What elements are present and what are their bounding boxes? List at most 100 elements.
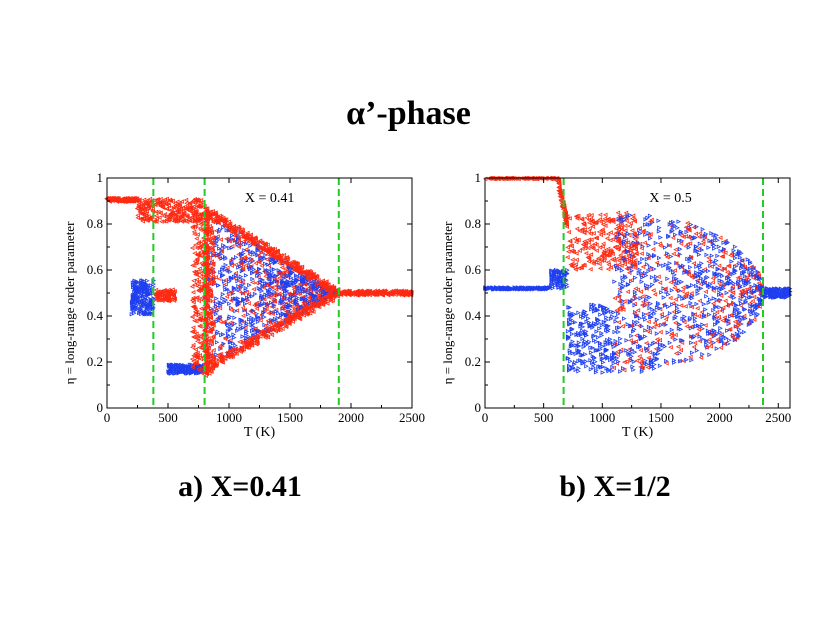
ordered-branch-point xyxy=(615,246,620,252)
scatter-point xyxy=(243,259,249,264)
transition-point xyxy=(194,295,199,301)
scatter-point xyxy=(737,294,743,299)
scatter-point xyxy=(642,303,648,308)
constant-branch-point xyxy=(591,322,597,328)
constant-branch-point xyxy=(576,350,581,355)
scatter-point xyxy=(663,262,669,267)
scatter-point xyxy=(728,301,734,307)
constant-branch-point xyxy=(576,369,581,374)
scatter-point xyxy=(298,289,303,294)
scatter-point xyxy=(304,295,309,300)
scatter-point xyxy=(224,227,230,233)
scatter-point xyxy=(228,307,234,313)
scatter-point xyxy=(297,291,303,296)
scatter-point xyxy=(644,346,650,351)
scatter-point xyxy=(639,302,645,308)
middle-branch-point xyxy=(157,297,162,303)
scatter-point xyxy=(256,315,261,320)
scatter-point xyxy=(673,232,678,237)
middle-branch-point xyxy=(147,292,152,298)
ordered-branch-point xyxy=(563,220,569,225)
high-t-point xyxy=(370,292,376,297)
constant-branch-point xyxy=(510,286,515,292)
lower-branch-point xyxy=(320,295,325,301)
scatter-point xyxy=(689,357,694,363)
scatter-point xyxy=(719,267,724,273)
transition-point xyxy=(204,212,210,217)
scatter-point xyxy=(613,319,618,324)
scatter-point xyxy=(731,248,737,253)
scatter-point xyxy=(219,256,224,261)
scatter-point xyxy=(653,240,659,246)
scatter-point xyxy=(269,279,275,285)
ordered-branch-point xyxy=(576,237,581,243)
ordered-branch-point xyxy=(578,265,583,270)
upper-branch-point xyxy=(290,260,296,265)
scatter-point xyxy=(629,277,634,283)
scatter-point xyxy=(276,270,281,276)
scatter-point xyxy=(680,285,686,290)
scatter-point xyxy=(666,266,671,271)
scatter-point xyxy=(713,305,719,310)
lower-branch-point xyxy=(228,354,234,360)
scatter-point xyxy=(210,299,215,304)
scatter-point xyxy=(673,351,679,356)
constant-branch-point xyxy=(505,286,510,292)
ordered-branch-point xyxy=(569,248,575,253)
constant-branch-point xyxy=(549,282,555,287)
middle-branch-point xyxy=(129,311,135,317)
scatter-point xyxy=(665,276,670,282)
ordered-branch-point xyxy=(558,190,563,196)
transition-point xyxy=(190,344,195,350)
upper-branch-point xyxy=(252,235,257,241)
scatter-point xyxy=(715,336,720,342)
constant-branch-point xyxy=(566,356,571,361)
scatter-point xyxy=(228,326,234,332)
constant-branch-point xyxy=(576,340,582,345)
ordered-branch-point xyxy=(631,260,636,265)
upper-branch-point xyxy=(192,196,197,202)
constant-branch-point xyxy=(611,361,617,366)
scatter-point xyxy=(244,290,250,295)
constant-branch-point xyxy=(581,341,587,346)
ordered-branch-point xyxy=(574,216,580,221)
transition-point xyxy=(202,328,207,334)
ordered-branch-point xyxy=(581,230,587,235)
lower-branch-point xyxy=(283,317,289,322)
scatter-point xyxy=(283,293,288,299)
scatter-point xyxy=(717,278,723,283)
middle-branch-point xyxy=(153,292,159,298)
scatter-point xyxy=(616,359,621,364)
ordered-branch-point xyxy=(606,219,611,224)
transition-point xyxy=(209,230,214,236)
constant-branch-point xyxy=(512,285,517,290)
transition-point xyxy=(210,246,215,251)
constant-branch-point xyxy=(601,319,607,325)
middle-branch-point xyxy=(146,286,151,292)
upper-branch-point xyxy=(168,211,173,217)
scatter-point xyxy=(684,357,689,362)
constant-branch-point xyxy=(570,312,575,318)
constant-branch-point xyxy=(596,318,602,323)
scatter-point xyxy=(643,340,649,346)
scatter-point xyxy=(237,284,242,290)
upper-branch-point xyxy=(240,230,246,236)
upper-branch-point xyxy=(140,203,146,208)
high-t-point xyxy=(344,290,349,295)
constant-branch-point xyxy=(550,272,555,278)
scatter-point xyxy=(617,325,622,330)
middle-branch-point xyxy=(142,302,147,307)
middle-branch-point xyxy=(145,278,150,284)
ordered-branch-point xyxy=(566,249,571,254)
scatter-point xyxy=(264,257,269,262)
middle-branch-point xyxy=(130,302,135,308)
scatter-point xyxy=(259,288,265,294)
transition-point xyxy=(203,324,209,330)
upper-branch-point xyxy=(247,232,253,238)
transition-point xyxy=(196,217,201,222)
middle-branch-point xyxy=(141,295,146,301)
scatter-point xyxy=(214,304,219,309)
ordered-branch-point xyxy=(604,251,609,256)
scatter-point xyxy=(225,286,230,292)
scatter-point xyxy=(623,210,629,216)
